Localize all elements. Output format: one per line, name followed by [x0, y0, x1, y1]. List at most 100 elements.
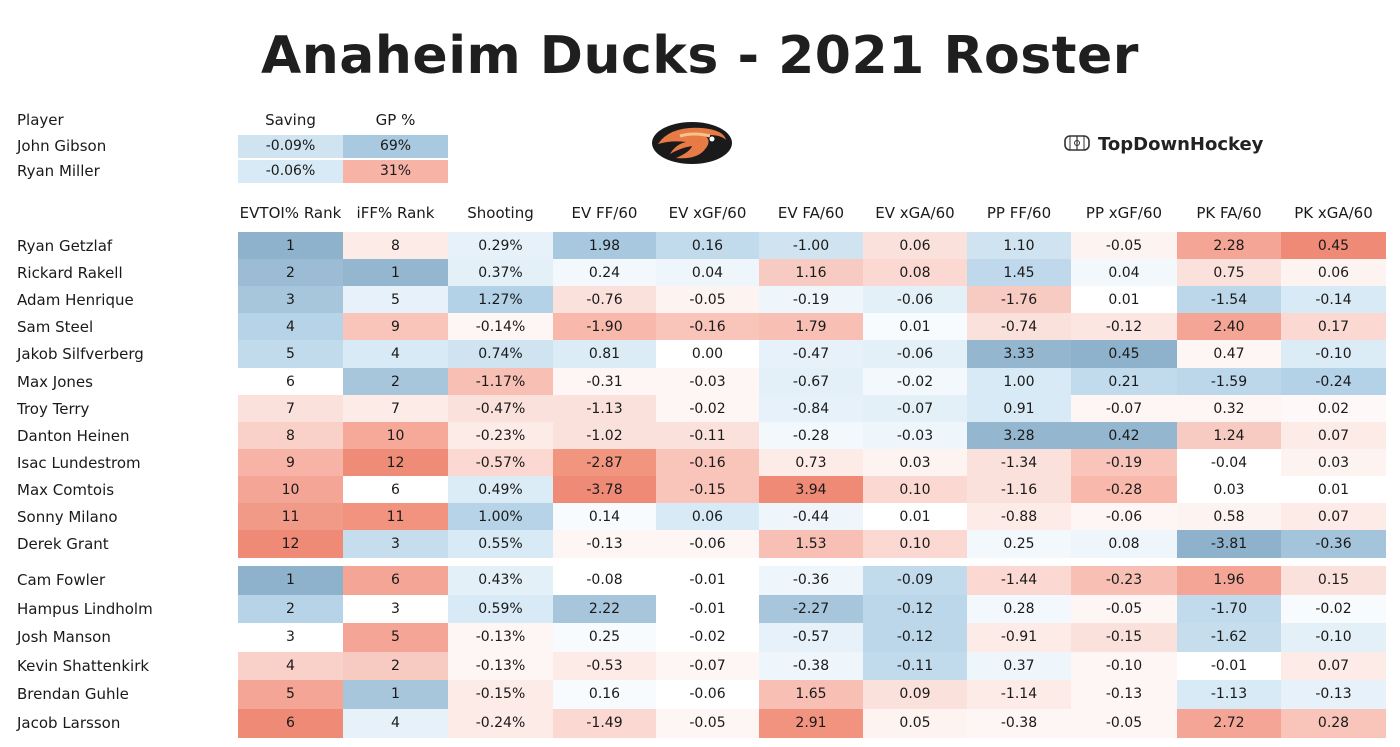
- stat-cell: -0.06: [1071, 503, 1177, 531]
- player-name: Danton Heinen: [17, 427, 130, 445]
- stat-cell: -1.59: [1177, 368, 1281, 396]
- stat-cell: -0.05: [656, 709, 759, 738]
- stat-cell: -0.28: [1071, 476, 1177, 504]
- stat-cell: 0.21: [1071, 368, 1177, 396]
- player-name: Josh Manson: [17, 628, 111, 646]
- stat-cell: -0.03: [863, 422, 967, 450]
- player-name: Max Jones: [17, 373, 93, 391]
- stat-cell: 4: [343, 340, 448, 368]
- stat-cell: -0.13: [553, 530, 656, 558]
- stat-cell: 0.15: [1281, 566, 1386, 595]
- stat-cell: 0.05: [863, 709, 967, 738]
- column-header: PP FF/60: [986, 204, 1052, 222]
- player-name: Isac Lundestrom: [17, 454, 141, 472]
- stat-cell: -0.13%: [448, 623, 553, 652]
- stat-cell: 6: [238, 709, 343, 738]
- stat-cell: 0.32: [1177, 395, 1281, 423]
- stat-cell: -0.13: [1281, 680, 1386, 709]
- stat-cell: 1.00: [967, 368, 1071, 396]
- stat-cell: -0.23%: [448, 422, 553, 450]
- stat-cell: 0.04: [656, 259, 759, 287]
- stat-cell: -1.16: [967, 476, 1071, 504]
- stat-cell: -0.07: [1071, 395, 1177, 423]
- stat-cell: -0.47: [759, 340, 863, 368]
- stat-cell: 0.49%: [448, 476, 553, 504]
- stat-cell: 0.01: [1071, 286, 1177, 314]
- player-name: Jacob Larsson: [17, 714, 121, 732]
- stat-cell: 0.91: [967, 395, 1071, 423]
- stat-cell: 1.00%: [448, 503, 553, 531]
- stat-cell: -0.44: [759, 503, 863, 531]
- stat-cell: 0.42: [1071, 422, 1177, 450]
- rink-icon: [1064, 135, 1090, 151]
- stat-cell: -0.74: [967, 313, 1071, 341]
- stat-cell: 9: [343, 313, 448, 341]
- stat-cell: 1.45: [967, 259, 1071, 287]
- stat-cell: 10: [343, 422, 448, 450]
- stat-cell: -1.13: [553, 395, 656, 423]
- stat-cell: 2.28: [1177, 232, 1281, 260]
- stat-cell: -0.76: [553, 286, 656, 314]
- ducks-logo-icon: [652, 122, 732, 164]
- stat-cell: -0.04: [1177, 449, 1281, 477]
- stat-cell: 3: [238, 623, 343, 652]
- stat-cell: 0.01: [863, 503, 967, 531]
- stat-cell: -1.49: [553, 709, 656, 738]
- stat-cell: -1.54: [1177, 286, 1281, 314]
- stat-cell: 2.40: [1177, 313, 1281, 341]
- column-header: iFF% Rank: [356, 204, 435, 222]
- stat-cell: 0.03: [863, 449, 967, 477]
- stat-cell: 0.07: [1281, 652, 1386, 681]
- stat-cell: -0.13: [1071, 680, 1177, 709]
- stat-cell: -2.27: [759, 595, 863, 624]
- stat-cell: 0.09: [863, 680, 967, 709]
- column-header: EV FF/60: [571, 204, 638, 222]
- player-name: Sam Steel: [17, 318, 94, 336]
- stat-cell: 1.10: [967, 232, 1071, 260]
- page-title: Anaheim Ducks - 2021 Roster: [261, 26, 1139, 86]
- stat-cell: -0.47%: [448, 395, 553, 423]
- stat-cell: 0.37: [967, 652, 1071, 681]
- stat-cell: -0.07: [656, 652, 759, 681]
- stat-cell: 0.10: [863, 530, 967, 558]
- stat-cell: 10: [238, 476, 343, 504]
- stat-cell: -0.02: [656, 623, 759, 652]
- stat-cell: -0.01: [656, 595, 759, 624]
- column-header: EV xGF/60: [668, 204, 747, 222]
- stat-cell: 0.08: [1071, 530, 1177, 558]
- stat-cell: 0.08: [863, 259, 967, 287]
- stat-cell: 2: [238, 259, 343, 287]
- stat-cell: -3.78: [553, 476, 656, 504]
- stat-cell: -1.14: [967, 680, 1071, 709]
- stat-cell: 12: [238, 530, 343, 558]
- stat-cell: 0.06: [1281, 259, 1386, 287]
- stat-cell: -1.90: [553, 313, 656, 341]
- stat-cell: 3: [343, 530, 448, 558]
- column-header: PK FA/60: [1196, 204, 1262, 222]
- stat-cell: -0.19: [1071, 449, 1177, 477]
- stat-cell: -1.17%: [448, 368, 553, 396]
- goalie-gp-cell: 69%: [343, 135, 448, 158]
- stat-cell: 1: [343, 680, 448, 709]
- stat-cell: 0.73: [759, 449, 863, 477]
- goalie-gp-cell: 31%: [343, 159, 448, 183]
- stat-cell: 5: [238, 680, 343, 709]
- brand-label: TopDownHockey: [1098, 134, 1264, 155]
- stat-cell: -0.24: [1281, 368, 1386, 396]
- stat-cell: 1.98: [553, 232, 656, 260]
- stat-cell: 5: [238, 340, 343, 368]
- stat-cell: 0.03: [1177, 476, 1281, 504]
- stat-cell: 1: [238, 566, 343, 595]
- stat-cell: -0.07: [863, 395, 967, 423]
- stat-cell: -0.06: [656, 530, 759, 558]
- player-name: Derek Grant: [17, 535, 109, 553]
- stat-cell: -0.53: [553, 652, 656, 681]
- stat-cell: -0.36: [759, 566, 863, 595]
- goalie-saving-cell: -0.09%: [238, 135, 343, 158]
- stat-cell: -0.88: [967, 503, 1071, 531]
- stat-cell: -0.12: [863, 623, 967, 652]
- stat-cell: 1.16: [759, 259, 863, 287]
- stat-cell: 5: [343, 286, 448, 314]
- stat-cell: 11: [238, 503, 343, 531]
- stat-cell: 0.01: [863, 313, 967, 341]
